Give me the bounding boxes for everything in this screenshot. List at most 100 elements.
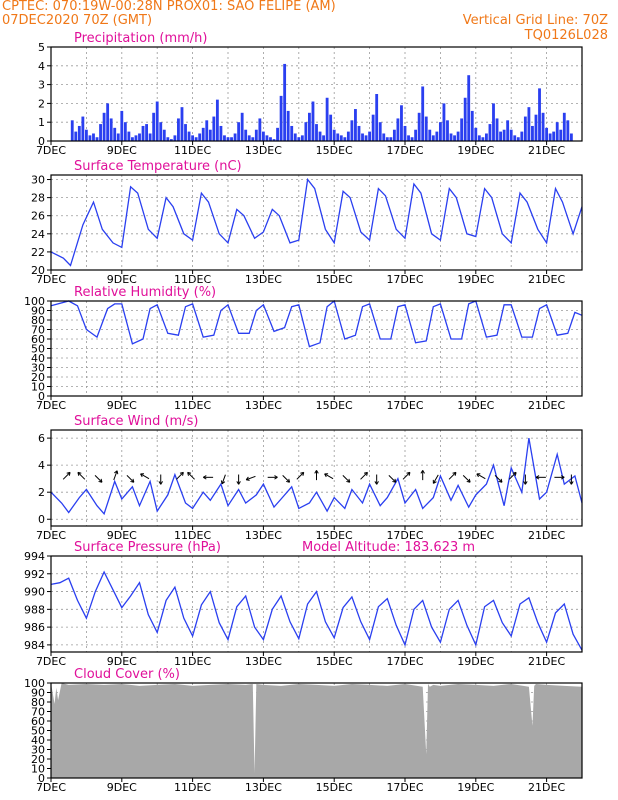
pres-ytick-label: 990 xyxy=(24,586,45,599)
wind-xtick-label: 9DEC xyxy=(107,529,137,542)
wind-ytick-label: 2 xyxy=(38,486,45,499)
pres-annotation: Model Altitude: 183.623 m xyxy=(302,540,475,555)
precip-bar xyxy=(421,86,425,141)
cloud-ytick-label: 10 xyxy=(31,763,45,776)
wind-arrow-head xyxy=(314,470,319,474)
precip-bar xyxy=(424,116,428,141)
rh-xtick-label: 21DEC xyxy=(528,399,565,412)
pres-ytick-label: 992 xyxy=(24,568,45,581)
temp-xtick-label: 9DEC xyxy=(107,273,137,286)
precip-bar xyxy=(339,135,343,141)
rh-ytick-label: 20 xyxy=(31,371,45,384)
wind-arrow-head xyxy=(512,471,517,476)
precip-bar xyxy=(502,129,506,141)
wind-arrow-head xyxy=(406,471,411,476)
precip-bar xyxy=(205,120,209,141)
precip-bar xyxy=(375,94,379,141)
rh-ytick-label: 10 xyxy=(31,381,45,394)
precip-bar xyxy=(488,124,492,141)
cloud-ytick-label: 0 xyxy=(38,772,45,785)
precip-bar xyxy=(354,109,357,141)
temp-xtick-label: 11DEC xyxy=(174,273,211,286)
wind-xtick-label: 17DEC xyxy=(386,529,423,542)
precip-bar xyxy=(509,129,513,141)
temp-xtick-label: 17DEC xyxy=(386,273,423,286)
pres-ytick-label: 994 xyxy=(24,550,45,563)
temp-xtick-label: 7DEC xyxy=(36,273,66,286)
wind-arrow-head xyxy=(363,471,368,476)
precip-bar xyxy=(162,129,166,141)
cloud-ytick-label: 30 xyxy=(31,744,45,757)
wind-arrow-head xyxy=(130,478,135,483)
pres-title: Surface Pressure (hPa) xyxy=(74,540,221,555)
cloud-xtick-label: 7DEC xyxy=(36,781,66,794)
precip-bar xyxy=(145,124,148,141)
wind-arrow-head xyxy=(452,471,457,476)
wind-arrow xyxy=(113,470,118,481)
wind-arrow-head xyxy=(203,475,207,480)
rh-ytick-label: 90 xyxy=(31,305,45,318)
precip-bar xyxy=(258,118,262,141)
precip-bar xyxy=(237,122,241,141)
wind-arrow-head xyxy=(77,471,82,476)
cloud-xtick-label: 13DEC xyxy=(245,781,282,794)
rh-xtick-label: 7DEC xyxy=(36,399,66,412)
wind-arrow xyxy=(342,474,351,483)
precip-bar xyxy=(155,101,159,141)
precip-bar xyxy=(184,124,187,141)
precip-bar xyxy=(438,122,442,141)
wind-xtick-label: 11DEC xyxy=(174,529,211,542)
precip-bar xyxy=(283,63,287,141)
precip-bar xyxy=(244,129,248,141)
precip-bar xyxy=(520,131,524,141)
wind-arrow xyxy=(360,472,368,480)
wind-ytick-label: 0 xyxy=(38,513,45,526)
wind-arrow-head xyxy=(560,475,565,480)
precip-bar xyxy=(371,114,375,141)
wind-arrow-head xyxy=(245,476,250,481)
precip-bar xyxy=(269,137,272,141)
wind-arrow-head xyxy=(569,481,574,485)
precip-bar xyxy=(368,131,372,141)
wind-arrow-head xyxy=(274,475,278,480)
rh-xtick-label: 15DEC xyxy=(316,399,353,412)
wind-arrow-head xyxy=(523,481,528,485)
wind-arrow-head xyxy=(476,473,481,478)
wind-arrow-head xyxy=(324,473,329,478)
precip-bar xyxy=(113,127,117,141)
wind-arrow xyxy=(187,472,195,480)
wind-arrow-head xyxy=(346,478,351,483)
precip-bar xyxy=(293,133,297,141)
wind-arrow xyxy=(296,472,305,480)
wind-arrow-head xyxy=(420,470,425,474)
precip-bar xyxy=(541,112,545,141)
cloud-ytick-label: 60 xyxy=(31,715,45,728)
temp-ytick-label: 30 xyxy=(31,174,45,187)
precip-bar xyxy=(516,137,520,141)
precip-ytick-label: 2 xyxy=(38,97,45,110)
precip-bar xyxy=(389,137,393,141)
pres-xtick-label: 11DEC xyxy=(174,655,211,668)
wind-arrow xyxy=(62,472,71,480)
precip-xtick-label: 15DEC xyxy=(316,144,353,157)
precip-bar xyxy=(286,110,290,141)
wind-series-line xyxy=(50,437,583,516)
temp-xtick-label: 13DEC xyxy=(245,273,282,286)
precip-bar xyxy=(212,116,216,141)
precip-bar xyxy=(382,133,386,141)
precip-bar xyxy=(304,122,308,141)
cloud-xtick-label: 11DEC xyxy=(174,781,211,794)
cloud-ytick-label: 80 xyxy=(31,696,45,709)
wind-arrow-head xyxy=(66,471,71,476)
precip-bar xyxy=(233,133,237,141)
precip-bar xyxy=(290,125,294,141)
rh-xtick-label: 19DEC xyxy=(457,399,494,412)
precip-bar xyxy=(134,135,138,141)
precip-bar xyxy=(545,127,549,141)
precip-bar xyxy=(138,133,141,141)
precip-bar xyxy=(527,107,531,141)
wind-arrow-head xyxy=(374,481,379,485)
precip-bar xyxy=(279,95,283,141)
temp-xtick-label: 19DEC xyxy=(457,273,494,286)
precip-bar xyxy=(180,107,184,141)
